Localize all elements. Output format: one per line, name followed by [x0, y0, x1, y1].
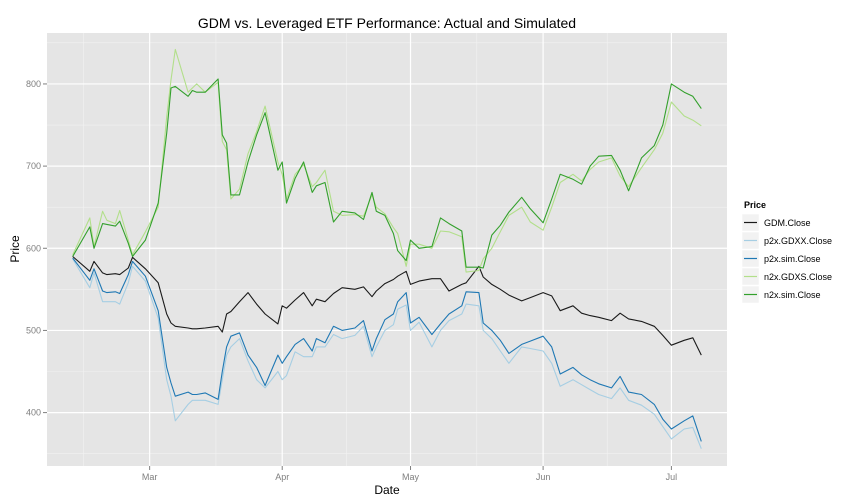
- series-line-p2x-gdxx-close: [72, 258, 702, 449]
- legend: Price GDM.Close p2x.GDXX.Close p2x.sim.Clo…: [741, 200, 832, 304]
- y-axis-title: Price: [8, 235, 22, 263]
- y-axis-ticks: 400 500 600 700 800: [26, 79, 47, 418]
- y-tick-label: 600: [26, 243, 41, 253]
- x-tick-label: Jun: [536, 472, 551, 482]
- series-line-gdm-close: [72, 256, 702, 356]
- series-line-n2x-sim-close: [72, 78, 702, 269]
- y-tick-label: 400: [26, 408, 41, 418]
- y-tick-label: 500: [26, 325, 41, 335]
- legend-label: p2x.sim.Close: [764, 254, 821, 264]
- x-tick-label: May: [402, 472, 420, 482]
- y-tick-label: 700: [26, 161, 41, 171]
- x-axis-ticks: Mar Apr May Jun Jul: [142, 466, 677, 482]
- x-tick-label: Mar: [142, 472, 158, 482]
- major-gridlines: [47, 33, 727, 466]
- y-tick-label: 800: [26, 79, 41, 89]
- series-lines: [72, 48, 702, 449]
- legend-label: p2x.GDXX.Close: [764, 236, 832, 246]
- chart-title: GDM vs. Leveraged ETF Performance: Actua…: [198, 15, 576, 31]
- plot-panel: [47, 33, 727, 466]
- series-line-n2x-gdxs-close: [72, 48, 702, 273]
- legend-label: n2x.sim.Close: [764, 290, 821, 300]
- series-line-p2x-sim-close: [72, 257, 702, 442]
- x-tick-label: Apr: [275, 472, 289, 482]
- legend-label: n2x.GDXS.Close: [764, 272, 832, 282]
- x-axis-title: Date: [374, 483, 400, 497]
- legend-label: GDM.Close: [764, 218, 811, 228]
- x-tick-label: Jul: [666, 472, 678, 482]
- legend-title: Price: [744, 200, 766, 210]
